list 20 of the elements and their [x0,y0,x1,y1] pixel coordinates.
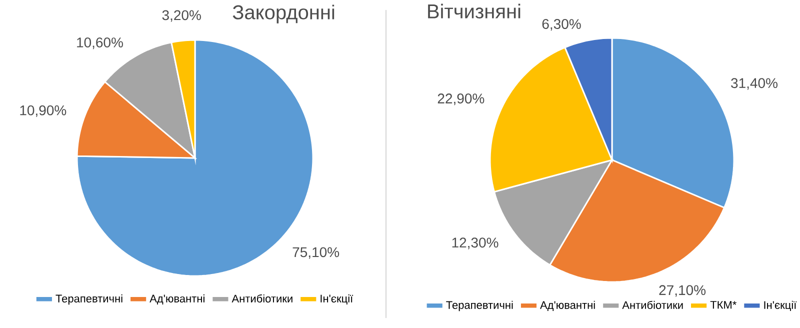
data-label: 6,30% [542,19,581,31]
data-label: 75,10% [292,247,340,259]
chart-title: Вітчизняні [428,4,520,18]
legend-label: Ад'ювантні [150,294,204,305]
legend-label: Ін'єкції [320,294,354,305]
legend-label: Ад'ювантні [540,300,595,312]
legend-label: Терапевтичні [446,300,513,312]
data-label: 27,10% [659,285,706,297]
data-label: 22,90% [438,94,484,106]
data-label: 31,40% [731,78,778,90]
chart-title: Закордонні [232,4,334,24]
legend-label: Ін'єкції [764,300,797,312]
data-label: 10,90% [20,105,66,117]
legend-label: ТКМ* [710,301,736,309]
data-label: 12,30% [452,238,498,250]
data-label: 3,20% [162,10,201,22]
legend-label: Терапевтичні [56,294,122,305]
data-label: 10,60% [77,38,123,50]
legend-label: Антибіотики [622,300,683,309]
legend-label: Антибіотики [232,294,292,303]
